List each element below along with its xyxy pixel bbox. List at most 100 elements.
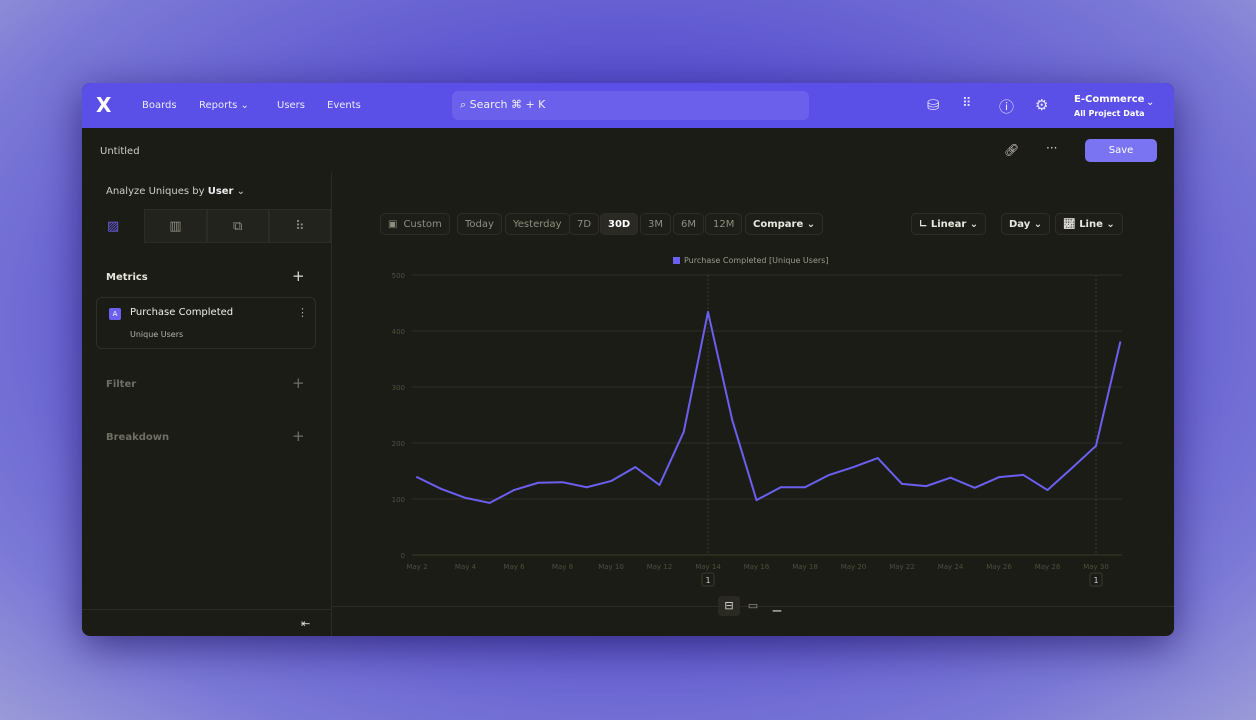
scale-dropdown[interactable]: ∟ Linear ⌄ [911, 213, 987, 235]
nav-events[interactable]: Events [327, 100, 361, 111]
range-custom[interactable]: ▣ Custom [380, 213, 450, 235]
nav-reports-label: Reports [199, 100, 238, 111]
top-nav: X Boards Reports ⌄ Users Events ⌕ Search… [82, 83, 1174, 128]
chart-type-tabs: ▨ ▥ ⧉ ⠷ [82, 209, 331, 243]
data-point [804, 486, 806, 489]
project-name: E-Commerce [1074, 94, 1145, 105]
data-point [585, 486, 588, 489]
range-custom-label: Custom [403, 218, 442, 230]
x-tick-label: May 18 [792, 563, 818, 571]
chevron-down-icon: ⌄ [240, 100, 249, 111]
compare-dropdown[interactable]: Compare ⌄ [745, 213, 824, 235]
calendar-icon: ▣ [388, 218, 398, 230]
data-point [925, 485, 928, 488]
link-icon[interactable]: 🔗︎ [1004, 143, 1020, 157]
data-point [1119, 341, 1122, 344]
annotation-marker [1089, 572, 1103, 587]
chart-legend[interactable]: Purchase Completed [Unique Users] [673, 256, 828, 265]
breakdown-heading: Breakdown [106, 432, 170, 443]
search-placeholder: Search ⌘ + K [469, 98, 546, 111]
sidebar: Analyze Uniques by User ⌄ [82, 173, 332, 636]
search-icon: ⌕ [460, 98, 467, 111]
project-switcher[interactable]: E-Commerce All Project Data [1074, 93, 1145, 121]
apps-grid-icon[interactable]: ⠿ [962, 96, 972, 111]
legend-swatch [673, 257, 680, 264]
nav-boards[interactable]: Boards [142, 100, 177, 111]
help-icon[interactable]: ⓘ [999, 98, 1015, 116]
interval-dropdown[interactable]: Day ⌄ [1001, 213, 1051, 235]
chart-type-dropdown[interactable]: 📈︎ Line ⌄ [1055, 213, 1123, 235]
x-tick-label: May 22 [889, 563, 915, 571]
annotation-label: 1 [1093, 576, 1098, 585]
range-30d[interactable]: 30D [600, 213, 639, 235]
layout-table-only-icon[interactable]: ▁ [772, 599, 782, 612]
range-3m[interactable]: 3M [640, 213, 671, 235]
data-point [828, 473, 831, 476]
metric-card[interactable]: A Purchase Completed Unique Users ⋮ [96, 297, 316, 349]
data-point [634, 466, 637, 469]
save-button[interactable]: Save [1085, 139, 1157, 162]
data-point [901, 482, 903, 485]
range-12m[interactable]: 12M [705, 213, 743, 235]
range-today[interactable]: Today [457, 213, 502, 235]
data-point [707, 310, 709, 313]
metric-badge: A [109, 308, 121, 320]
range-6m[interactable]: 6M [673, 213, 704, 235]
data-point [1022, 473, 1025, 476]
data-point [537, 481, 540, 484]
metric-menu-icon[interactable]: ⋮ [297, 306, 308, 319]
line-chart: 0 100 200 300 400 500 May 2 May 4 May 6 May 8 May … [392, 272, 1122, 587]
data-point [876, 457, 879, 460]
data-point [755, 499, 758, 502]
analyze-by-select[interactable]: Analyze Uniques by User ⌄ [106, 186, 246, 197]
data-point [513, 489, 515, 492]
data-point [731, 419, 734, 422]
filter-heading: Filter [106, 379, 137, 390]
data-point [464, 496, 467, 499]
tab-funnel-icon[interactable]: ⠷ [268, 209, 331, 243]
tab-insights-icon[interactable]: ▨ [82, 209, 145, 243]
tab-bar-chart-icon[interactable]: ▥ [144, 209, 207, 243]
project-scope: All Project Data [1074, 109, 1145, 118]
line-chart-icon: 📈︎ [1063, 218, 1076, 230]
add-filter-plus-icon[interactable]: + [292, 374, 305, 392]
data-management-icon[interactable]: ⛁ [927, 96, 940, 114]
add-metric-plus-icon[interactable]: + [292, 267, 305, 285]
x-tick-label: May 28 [1035, 563, 1061, 571]
y-tick-label: 300 [392, 384, 405, 392]
x-tick-label: May 8 [552, 563, 573, 571]
nav-reports[interactable]: Reports ⌄ [199, 100, 249, 111]
layout-split-icon[interactable]: ⊟ [718, 596, 740, 616]
more-options-icon[interactable]: ··· [1046, 141, 1058, 155]
range-7d[interactable]: 7D [569, 213, 600, 235]
y-tick-label: 200 [392, 440, 405, 448]
layout-toggle: ⊟ ▭ ▁ [718, 596, 788, 616]
data-point [998, 476, 1000, 479]
x-tick-label: May 10 [598, 563, 624, 571]
report-title[interactable]: Untitled [100, 146, 140, 157]
search-input[interactable]: ⌕ Search ⌘ + K [452, 91, 809, 120]
data-point [561, 481, 564, 484]
x-tick-label: May 30 [1083, 563, 1109, 571]
x-tick-label: May 2 [406, 563, 427, 571]
metric-measure[interactable]: Unique Users [130, 330, 184, 339]
nav-users[interactable]: Users [277, 100, 306, 111]
tab-flows-icon[interactable]: ⧉ [206, 209, 269, 243]
collapse-sidebar-icon[interactable]: ⇤ [301, 617, 311, 630]
add-breakdown-plus-icon[interactable]: + [292, 427, 305, 445]
data-point [1070, 467, 1073, 470]
settings-gear-icon[interactable]: ⚙ [1035, 96, 1049, 114]
app-window: X Boards Reports ⌄ Users Events ⌕ Search… [82, 83, 1174, 636]
data-point [416, 476, 418, 479]
axis-icon: ∟ [919, 218, 928, 230]
logo[interactable]: X [96, 93, 112, 117]
data-point [779, 486, 782, 489]
layout-chart-only-icon[interactable]: ▭ [747, 599, 759, 612]
analyze-label: Analyze Uniques by [106, 186, 205, 197]
data-point [1095, 444, 1097, 447]
x-tick-label: May 4 [455, 563, 477, 571]
range-yesterday[interactable]: Yesterday [505, 213, 570, 235]
chevron-down-icon[interactable]: ⌄ [1146, 97, 1155, 108]
data-point [610, 480, 612, 483]
y-tick-label: 400 [392, 328, 405, 336]
